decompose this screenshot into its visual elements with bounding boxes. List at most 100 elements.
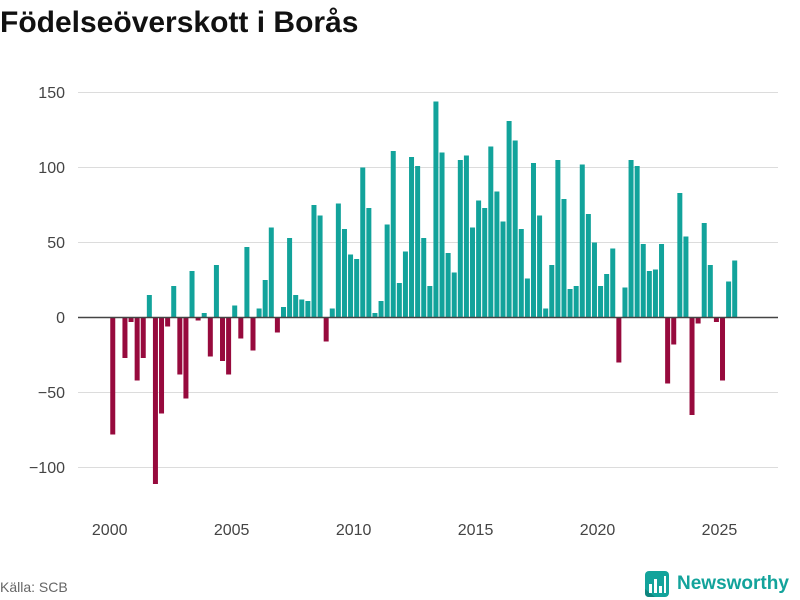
bar-positive — [439, 152, 445, 318]
source-note: Källa: SCB — [0, 579, 68, 595]
bar-negative — [250, 317, 256, 351]
bar-positive — [256, 308, 262, 318]
bar-positive — [280, 307, 286, 318]
bar-negative — [220, 317, 226, 361]
bar-positive — [366, 208, 372, 318]
bar-positive — [384, 224, 390, 318]
bar-positive — [659, 244, 665, 318]
bar-positive — [573, 286, 579, 318]
bar-positive — [683, 236, 689, 318]
bar-positive — [585, 214, 591, 318]
bar-positive — [317, 215, 323, 318]
bar-negative — [159, 317, 165, 414]
bar-positive — [610, 248, 616, 318]
bar-positive — [549, 265, 555, 318]
bar-positive — [622, 287, 628, 318]
bar-positive — [402, 251, 408, 318]
brand-logo: Newsworthy — [645, 570, 789, 598]
bar-positive — [628, 160, 634, 318]
bar-positive — [415, 166, 421, 318]
bar-positive — [171, 286, 177, 318]
x-tick-label: 2020 — [580, 522, 616, 539]
bar-positive — [561, 199, 567, 318]
bar-positive — [470, 227, 476, 318]
bar-positive — [500, 221, 506, 318]
bar-positive — [213, 265, 219, 318]
bar-positive — [494, 191, 500, 318]
bar-negative — [134, 317, 140, 381]
y-tick-label: −50 — [38, 385, 65, 402]
bar-positive — [512, 140, 518, 318]
y-gridlines — [78, 92, 778, 468]
bar-positive — [604, 274, 610, 318]
brand-name: Newsworthy — [677, 573, 789, 594]
bar-positive — [232, 305, 238, 318]
bar-positive — [555, 160, 561, 318]
bar-positive — [262, 280, 268, 318]
bar-positive — [341, 229, 347, 318]
bar-positive — [634, 166, 640, 318]
bar-negative — [122, 317, 128, 358]
bar-positive — [287, 238, 293, 318]
bar-positive — [518, 229, 524, 318]
bar-positive — [268, 227, 274, 318]
bar-positive — [701, 223, 707, 318]
bar-positive — [390, 151, 396, 318]
bar-negative — [140, 317, 146, 358]
bar-positive — [348, 254, 354, 318]
bar-positive — [427, 286, 433, 318]
bar-positive — [146, 295, 152, 318]
bar-positive — [372, 313, 378, 318]
bar-positive — [396, 283, 402, 318]
bar-positive — [360, 167, 366, 318]
newsworthy-logo-icon — [645, 571, 669, 597]
bar-positive — [543, 308, 549, 318]
y-tick-label: 150 — [38, 85, 65, 102]
bar-negative — [128, 317, 134, 322]
bar-negative — [238, 317, 244, 339]
y-tick-label: 0 — [56, 310, 65, 327]
bar-positive — [506, 121, 512, 318]
bar-positive — [530, 163, 536, 318]
bar-positive — [311, 205, 317, 318]
bar-positive — [732, 260, 738, 318]
bar-positive — [189, 271, 195, 318]
bar-positive — [433, 101, 439, 318]
x-tick-label: 2010 — [336, 522, 372, 539]
bar-positive — [451, 272, 457, 318]
bar-negative — [323, 317, 329, 342]
y-tick-label: 50 — [47, 235, 65, 252]
bar-positive — [244, 247, 250, 318]
bar-positive — [378, 301, 384, 318]
bar-negative — [720, 317, 726, 381]
bar-positive — [677, 193, 683, 318]
bar-positive — [305, 301, 311, 318]
bar-positive — [707, 265, 713, 318]
bar-positive — [409, 157, 415, 318]
bar-negative — [152, 317, 158, 484]
bar-positive — [463, 155, 469, 318]
y-axis-tick-labels: 150 100 50 0 −50 −100 — [29, 85, 65, 477]
bar-positive — [537, 215, 543, 318]
bar-positive — [567, 289, 573, 318]
bar-negative — [713, 317, 719, 322]
bar-positive — [335, 203, 341, 318]
bar-positive — [591, 242, 597, 318]
bar-positive — [640, 244, 646, 318]
bar-negative — [177, 317, 183, 375]
bar-positive — [445, 253, 451, 318]
bar-positive — [579, 164, 585, 318]
x-tick-label: 2000 — [92, 522, 128, 539]
bar-positive — [488, 146, 494, 318]
bar-negative — [207, 317, 213, 357]
bar-negative — [226, 317, 232, 375]
bar-positive — [524, 278, 530, 318]
bar-negative — [616, 317, 622, 363]
bar-positive — [329, 308, 335, 318]
bar-positive — [476, 200, 482, 318]
chart-title: Födelseöverskott i Borås — [0, 6, 359, 39]
bar-positive — [299, 299, 305, 318]
bar-positive — [646, 271, 652, 318]
x-tick-label: 2005 — [214, 522, 250, 539]
